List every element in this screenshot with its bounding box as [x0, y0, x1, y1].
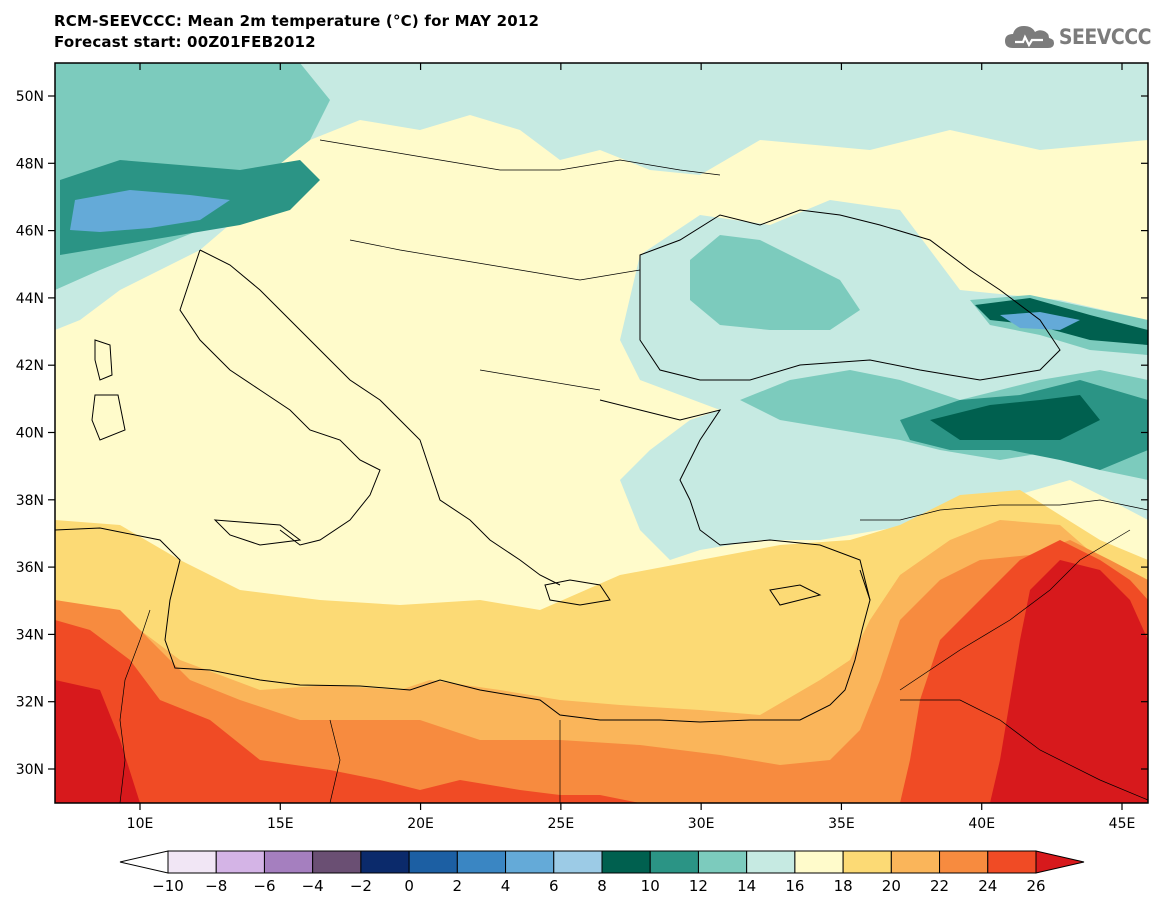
zone-8-10-anatolia: [930, 395, 1100, 440]
forecast-start-label: Forecast start: 00Z01FEB2012: [54, 33, 316, 51]
sicily-coast: [213, 519, 302, 546]
crete-coast: [544, 579, 611, 606]
cyprus-coast: [769, 584, 822, 606]
border-east2: [900, 699, 1148, 801]
colorbar-swatch: [746, 850, 796, 874]
colorbar-label: 4: [501, 877, 511, 895]
zone-24-26-west: [55, 620, 640, 803]
colorbar-swatch: [263, 850, 314, 874]
colorbar-label: 20: [882, 877, 901, 895]
colorbar-swatch: [215, 850, 265, 874]
colorbar-label: 6: [549, 877, 559, 895]
sardinia-coast: [91, 394, 126, 441]
colorbar-label: 2: [453, 877, 463, 895]
adriatic-balkan-coast: [199, 249, 561, 586]
colorbar-label: 8: [597, 877, 607, 895]
colorbar-over-arrow: [1035, 850, 1085, 874]
colorbar-label: 18: [834, 877, 853, 895]
colorbar-label: −4: [302, 877, 324, 895]
zone-12-14-blacksea: [690, 235, 860, 330]
colorbar-swatch: [939, 850, 989, 874]
border-central: [319, 139, 721, 176]
lon-label: 15E: [267, 816, 294, 832]
zone-22-24: [55, 540, 1148, 803]
colorbar-label: 16: [785, 877, 804, 895]
border-libya: [329, 719, 341, 803]
colorbar-swatch: [794, 850, 844, 874]
black-sea-coast: [639, 209, 1061, 381]
latitude-axis: 50N 48N 46N 44N 42N 40N 38N 36N 34N 32N 30N: [16, 89, 1148, 778]
cloud-icon: [1004, 26, 1054, 48]
lon-label: 10E: [127, 816, 154, 832]
colorbar-swatch: [167, 850, 217, 874]
border-east1: [899, 529, 1131, 691]
anatolia-coast: [599, 399, 871, 601]
lon-label: 20E: [407, 816, 434, 832]
colorbar-swatch: [842, 850, 892, 874]
colorbar-label: −10: [152, 877, 184, 895]
border-w: [119, 609, 151, 803]
lon-label: 35E: [828, 816, 855, 832]
colorbar-swatch: [505, 850, 555, 874]
colorbar-swatch: [890, 850, 941, 874]
seevccc-logo: SEEVCCC: [1003, 22, 1152, 52]
lat-label: 42N: [16, 358, 44, 374]
colorbar-swatch: [987, 850, 1037, 874]
zone-over-26-west: [55, 680, 140, 803]
colorbar-label: −6: [253, 877, 275, 895]
colorbar: −10 −8 −6 −4 −2 0 2 4 6 8 10 12 14 16 18 20 22 24 26: [119, 850, 1085, 895]
border-greece: [479, 369, 601, 391]
border-turkey-south: [860, 499, 1148, 521]
lat-label: 40N: [16, 426, 44, 442]
north-africa-coast: [55, 527, 871, 723]
colorbar-swatch: [649, 850, 699, 874]
colorbar-label: 10: [641, 877, 660, 895]
border-balkans: [349, 239, 641, 281]
corsica-coast: [94, 339, 113, 381]
colorbar-swatch: [697, 850, 748, 874]
colorbar-label: 12: [689, 877, 708, 895]
lat-label: 30N: [16, 762, 44, 778]
zone-6-8-alps: [70, 190, 230, 232]
logo-text: SEEVCCC: [1058, 25, 1152, 49]
colorbar-swatch: [360, 850, 410, 874]
lon-label: 45E: [1109, 816, 1136, 832]
lat-label: 48N: [16, 156, 44, 172]
zone-6-8-caucasus: [1000, 312, 1080, 330]
colorbar-swatch: [456, 850, 507, 874]
coastlines: [55, 209, 1061, 723]
zone-14-16-north: [55, 63, 1148, 330]
lat-label: 32N: [16, 695, 44, 711]
colorbar-label: 22: [930, 877, 949, 895]
map-title: RCM-SEEVCCC: Mean 2m temperature (°C) fo…: [54, 12, 540, 30]
lat-label: 34N: [16, 627, 44, 643]
lat-label: 50N: [16, 89, 44, 105]
country-borders: [119, 139, 1148, 803]
colorbar-label: 24: [978, 877, 997, 895]
colorbar-swatch: [408, 850, 458, 874]
longitude-axis: 10E 15E 20E 25E 30E 35E 40E 45E: [127, 63, 1136, 832]
colorbar-label: −2: [350, 877, 372, 895]
colorbar-label: 14: [737, 877, 756, 895]
lat-label: 36N: [16, 560, 44, 576]
italy-coast: [179, 249, 381, 546]
lat-label: 44N: [16, 291, 44, 307]
lat-label: 46N: [16, 224, 44, 240]
colorbar-swatch: [601, 850, 651, 874]
colorbar-label: 0: [404, 877, 414, 895]
temperature-field: [55, 63, 1148, 803]
colorbar-swatch: [312, 850, 362, 874]
lon-label: 40E: [968, 816, 995, 832]
colorbar-swatch: [553, 850, 603, 874]
lon-label: 30E: [688, 816, 715, 832]
lat-label: 38N: [16, 493, 44, 509]
lon-label: 25E: [548, 816, 575, 832]
colorbar-label: 26: [1026, 877, 1045, 895]
colorbar-label: −8: [205, 877, 227, 895]
colorbar-under-arrow: [119, 850, 169, 874]
